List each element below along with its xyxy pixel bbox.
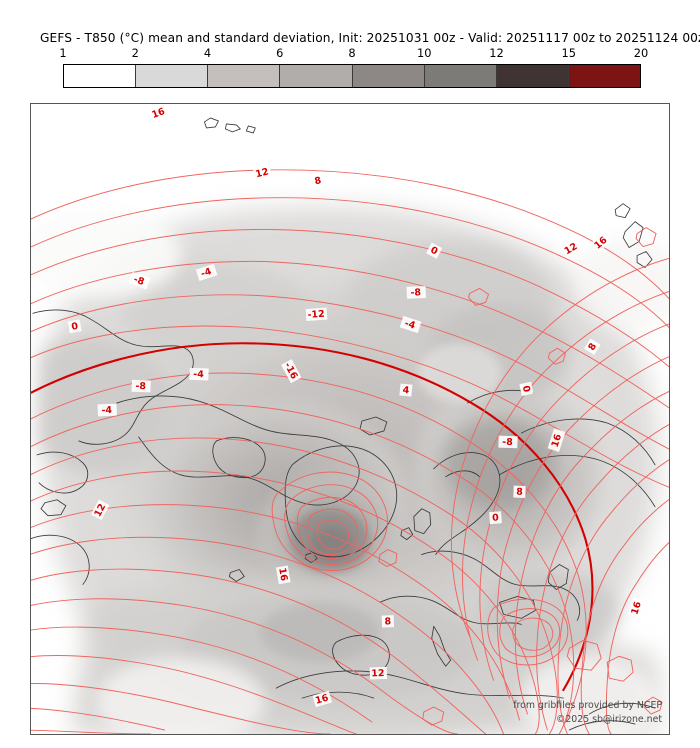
colorbar-tick-20: 20: [633, 46, 649, 60]
svg-text:16: 16: [550, 432, 565, 448]
svg-text:0: 0: [428, 245, 439, 258]
svg-text:16: 16: [629, 600, 644, 616]
svg-text:16: 16: [276, 567, 289, 582]
colorbar-segment-1: [64, 65, 137, 87]
colorbar-tick-labels: 1 2 4 6 8 10 12 15 20: [59, 46, 648, 62]
svg-text:-4: -4: [101, 405, 112, 416]
svg-text:0: 0: [492, 512, 500, 523]
svg-text:12: 12: [371, 668, 385, 679]
svg-text:-8: -8: [132, 274, 146, 288]
map-canvas[interactable]: 16 12 8 0 12: [30, 103, 670, 735]
colorbar-segment-8: [568, 65, 640, 87]
colorbar-tick-1: 1: [59, 46, 67, 60]
colorbar-tick-6: 6: [276, 46, 284, 60]
svg-text:4: 4: [402, 385, 410, 397]
svg-text:-8: -8: [502, 437, 513, 448]
attribution-line-1: from gribfiles provided by NCEP: [513, 700, 662, 711]
svg-text:12: 12: [254, 166, 269, 180]
colorbar-tick-15: 15: [561, 46, 577, 60]
colorbar-segment-6: [424, 65, 497, 87]
colorbar-segment-4: [280, 65, 353, 87]
svg-text:-8: -8: [135, 381, 146, 392]
svg-text:8: 8: [384, 616, 391, 627]
svg-text:0: 0: [520, 385, 532, 394]
svg-text:-4: -4: [403, 318, 417, 332]
colorbar-segment-2: [136, 65, 209, 87]
colorbar-tick-2: 2: [131, 46, 139, 60]
svg-text:12: 12: [92, 502, 108, 519]
colorbar-tick-12: 12: [489, 46, 504, 60]
contour-label-layer: 16 12 8 0 12: [67, 104, 645, 708]
page-title: GEFS - T850 (°C) mean and standard devia…: [40, 31, 700, 45]
colorbar-segment-7: [496, 65, 569, 87]
attribution-line-2: ©2025 sb@irizone.net: [556, 714, 662, 725]
colorbar-tick-8: 8: [348, 46, 356, 60]
colorbar-tick-4: 4: [203, 46, 212, 60]
svg-text:8: 8: [314, 175, 323, 187]
colorbar-segment-5: [352, 65, 425, 87]
colorbar-legend: [63, 64, 641, 88]
svg-text:16: 16: [150, 106, 167, 121]
colorbar-segment-3: [208, 65, 281, 87]
coastline-layer: [31, 117, 656, 731]
svg-text:-4: -4: [200, 266, 214, 280]
svg-text:8: 8: [516, 487, 523, 498]
svg-text:-4: -4: [193, 369, 204, 380]
svg-text:-12: -12: [307, 309, 325, 321]
map-svg: 16 12 8 0 12: [31, 104, 669, 734]
svg-text:-8: -8: [410, 287, 421, 298]
svg-text:8: 8: [586, 341, 599, 352]
colorbar-tick-10: 10: [417, 46, 432, 60]
mean-contour-layer: [31, 169, 669, 734]
svg-text:16: 16: [314, 692, 330, 706]
svg-text:0: 0: [71, 321, 80, 333]
